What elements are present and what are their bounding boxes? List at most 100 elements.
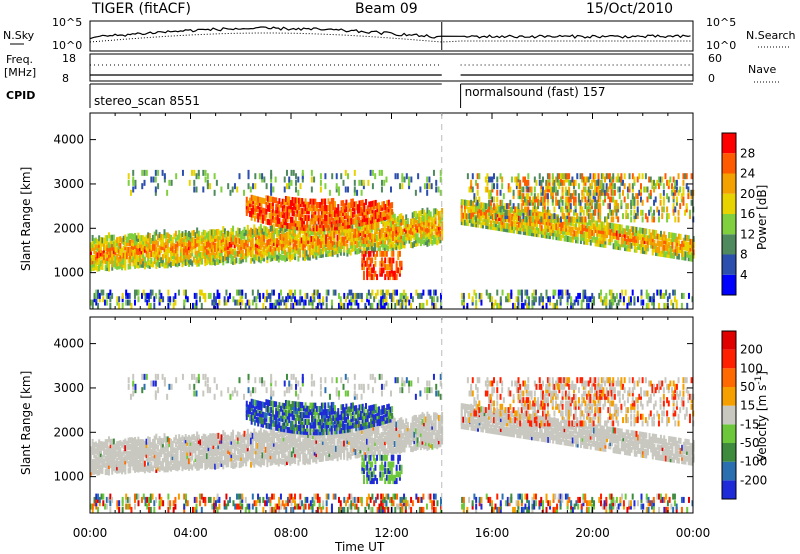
heatmap-cell <box>94 448 97 455</box>
heatmap-cell <box>622 238 625 245</box>
heatmap-cell <box>319 225 322 232</box>
heatmap-cell <box>636 199 639 206</box>
heatmap-cell <box>298 201 301 208</box>
heatmap-cell <box>111 438 114 445</box>
heatmap-cell <box>330 299 333 306</box>
heatmap-cell <box>145 241 148 248</box>
heatmap-cell <box>633 233 636 240</box>
heatmap-cell <box>98 455 101 462</box>
heatmap-cell <box>298 221 301 228</box>
heatmap-cell <box>439 189 442 196</box>
heatmap-cell <box>238 244 241 251</box>
heatmap-cell <box>276 228 279 235</box>
heatmap-cell <box>132 186 135 193</box>
heatmap-cell <box>239 289 242 296</box>
heatmap-cell <box>349 229 352 236</box>
heatmap-cell <box>176 448 179 455</box>
heatmap-cell <box>400 239 403 246</box>
heatmap-cell <box>403 242 406 249</box>
heatmap-cell <box>138 459 141 466</box>
heatmap-cell <box>91 458 94 465</box>
heatmap-cell <box>260 207 263 214</box>
heatmap-cell <box>345 212 348 219</box>
heatmap-cell <box>661 292 664 299</box>
heatmap-cell <box>564 289 567 296</box>
heatmap-cell <box>365 237 368 244</box>
heatmap-cell <box>541 189 544 196</box>
heatmap-cell <box>145 234 148 241</box>
heatmap-cell <box>472 217 475 224</box>
heatmap-cell <box>584 203 587 210</box>
heatmap-cell <box>179 440 182 447</box>
heatmap-cell <box>297 176 300 183</box>
heatmap-cell <box>290 254 293 261</box>
heatmap-cell <box>364 231 367 238</box>
heatmap-cell <box>223 238 226 245</box>
heatmap-cell <box>599 213 602 220</box>
heatmap-cell <box>278 296 281 303</box>
heatmap-cell <box>296 197 299 204</box>
heatmap-cell <box>338 227 341 234</box>
heatmap-cell <box>334 241 337 248</box>
heatmap-cell <box>256 245 259 252</box>
heatmap-cell <box>375 238 378 245</box>
heatmap-cell <box>432 302 435 309</box>
heatmap-cell <box>342 203 345 210</box>
heatmap-cell <box>183 289 186 296</box>
heatmap-cell <box>292 302 295 309</box>
heatmap-cell <box>538 173 541 180</box>
heatmap-cell <box>317 218 320 225</box>
heatmap-cell <box>643 231 646 238</box>
heatmap-cell <box>137 255 140 262</box>
heatmap-cell <box>340 210 343 217</box>
heatmap-cell <box>122 459 125 466</box>
heatmap-cell <box>684 238 687 245</box>
heatmap-cell <box>378 212 381 219</box>
heatmap-cell <box>291 210 294 217</box>
heatmap-cell <box>235 289 238 296</box>
heatmap-cell <box>96 443 99 450</box>
heatmap-cell <box>380 250 383 257</box>
heatmap-cell <box>278 198 281 205</box>
heatmap-cell <box>385 227 388 234</box>
heatmap-cell <box>659 234 662 241</box>
heatmap-cell <box>95 289 98 296</box>
heatmap-cell <box>570 216 573 223</box>
heatmap-cell <box>134 262 137 269</box>
heatmap-cell <box>338 220 341 227</box>
heatmap-cell <box>324 183 327 190</box>
heatmap-cell <box>643 228 646 235</box>
heatmap-cell <box>219 230 222 237</box>
heatmap-cell <box>552 226 555 233</box>
heatmap-cell <box>434 208 437 215</box>
heatmap-cell <box>561 193 564 200</box>
heatmap-cell <box>636 193 639 200</box>
heatmap-cell <box>308 254 311 261</box>
heatmap-cell <box>604 241 607 248</box>
heatmap-cell <box>640 240 643 247</box>
heatmap-cell <box>268 219 271 226</box>
heatmap-cell <box>112 445 115 452</box>
heatmap-cell <box>324 215 327 222</box>
heatmap-cell <box>119 246 122 253</box>
heatmap-cell <box>259 257 262 264</box>
heatmap-cell <box>570 219 573 226</box>
heatmap-cell <box>514 176 517 183</box>
heatmap-cell <box>653 216 656 223</box>
heatmap-cell <box>252 198 255 205</box>
heatmap-cell <box>573 196 576 203</box>
heatmap-cell <box>565 229 568 236</box>
heatmap-cell <box>426 189 429 196</box>
heatmap-cell <box>663 231 666 238</box>
heatmap-cell <box>343 302 346 309</box>
heatmap-cell <box>666 302 669 309</box>
heatmap-cell <box>499 218 502 225</box>
heatmap-cell <box>163 249 166 256</box>
heatmap-cell <box>140 238 143 245</box>
heatmap-cell <box>116 299 119 306</box>
heatmap-cell <box>561 228 564 235</box>
heatmap-cell <box>400 213 403 220</box>
heatmap-cell <box>238 251 241 258</box>
heatmap-cell <box>317 236 320 243</box>
heatmap-cell <box>99 243 102 250</box>
